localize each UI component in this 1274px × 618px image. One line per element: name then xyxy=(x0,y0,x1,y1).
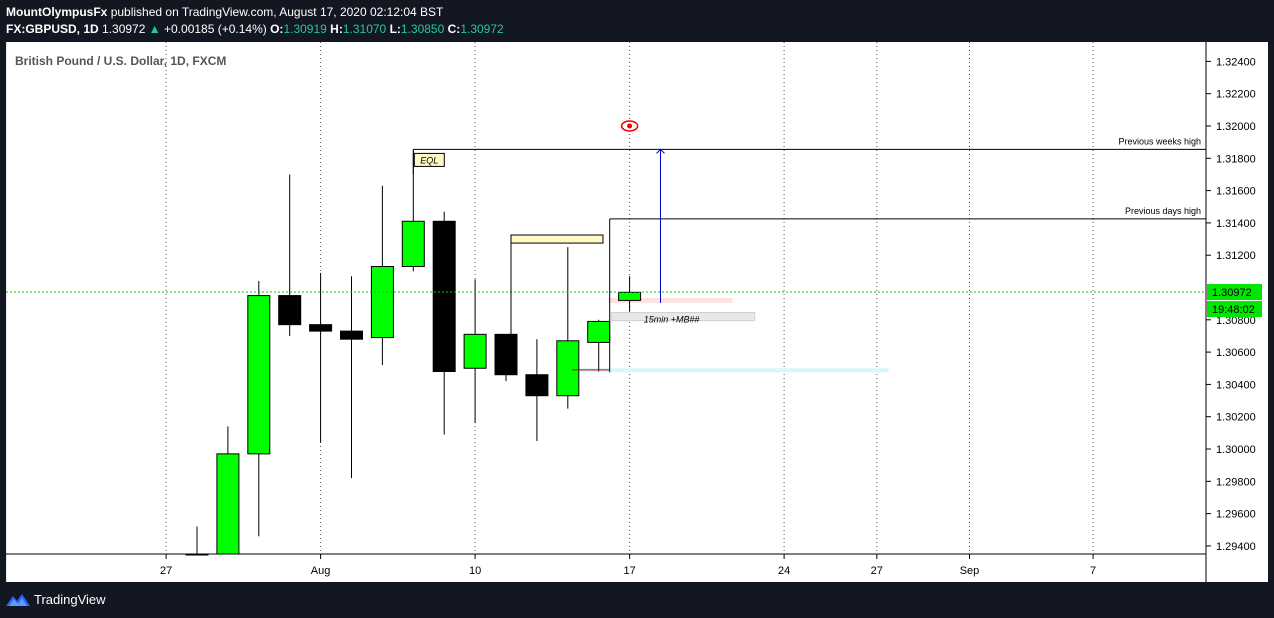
eye-icon-pupil xyxy=(627,123,633,129)
candle xyxy=(278,174,302,336)
candle-body-down xyxy=(278,295,302,326)
low-label: L: xyxy=(389,22,401,36)
price-axis[interactable]: 1.32400 1.32200 1.32000 1.31800 1.31600 1.314… xyxy=(1206,56,1262,553)
y-tick-label: 1.30200 xyxy=(1216,412,1256,424)
current-price-badge: 1.30972 xyxy=(1207,284,1262,301)
y-tick-label: 1.30000 xyxy=(1216,444,1256,456)
close-value: 1.30972 xyxy=(460,22,504,36)
candle-body-up xyxy=(587,320,611,343)
tradingview-logo[interactable]: TradingView xyxy=(6,592,106,607)
candle xyxy=(432,211,456,435)
candle xyxy=(494,333,518,382)
candle xyxy=(370,185,394,366)
candle-body-up xyxy=(463,333,487,369)
high-label: H: xyxy=(330,22,343,36)
y-tick-label: 1.32000 xyxy=(1216,121,1256,133)
y-tick-label: 1.30400 xyxy=(1216,379,1256,391)
change-up-icon: ▲ xyxy=(148,22,161,36)
candle xyxy=(587,319,611,372)
y-tick-label: 1.32200 xyxy=(1216,89,1256,101)
open-label: O: xyxy=(270,22,284,36)
candle-body-up xyxy=(556,340,580,397)
y-tick-label: 1.30800 xyxy=(1216,315,1256,327)
open-value: 1.30919 xyxy=(283,22,327,36)
footer: TradingView xyxy=(0,582,1274,618)
countdown-badge-label: 19:48:02 xyxy=(1212,304,1255,316)
current-price-badge-label: 1.30972 xyxy=(1212,287,1252,299)
last-price: 1.30972 xyxy=(102,22,146,36)
mb-label: 15min +MB## xyxy=(644,315,701,325)
symbol-info: FX:GBPUSD, 1D 1.30972 ▲ +0.00185 (+0.14%… xyxy=(6,22,504,36)
chart-title: British Pound / U.S. Dollar, 1D, FXCM xyxy=(15,54,226,68)
resistance-zone xyxy=(608,298,733,303)
countdown-badge: 19:48:02 xyxy=(1207,301,1262,318)
candle-body-down xyxy=(340,330,363,340)
candle-body-up xyxy=(370,266,394,339)
x-tick-label: 24 xyxy=(778,565,790,577)
time-axis[interactable]: 27 Aug 10 17 24 27 Sep 7 xyxy=(160,554,1096,577)
candle-body-up xyxy=(185,553,209,556)
candle xyxy=(309,272,333,443)
candle xyxy=(340,276,363,479)
x-tick-label: 27 xyxy=(160,565,172,577)
y-tick-label: 1.31200 xyxy=(1216,250,1256,262)
y-tick-label: 1.29800 xyxy=(1216,476,1256,488)
candle-body-up xyxy=(401,220,425,268)
y-tick-label: 1.29600 xyxy=(1216,509,1256,521)
overlays-layer: Previous weeks high Previous days high EQL… xyxy=(6,120,1206,374)
symbol-label: FX:GBPUSD, 1D xyxy=(6,22,99,36)
y-tick-label: 1.29400 xyxy=(1216,541,1256,553)
x-tick-label: 10 xyxy=(469,565,481,577)
y-tick-label: 1.30600 xyxy=(1216,347,1256,359)
candle-body-up xyxy=(247,295,271,455)
x-tick-label: 17 xyxy=(623,565,635,577)
projection-arrow-head xyxy=(656,148,665,154)
candle-body-down xyxy=(309,324,333,332)
eql-label: EQL xyxy=(420,155,438,165)
x-tick-label: Sep xyxy=(960,565,980,577)
y-tick-label: 1.31600 xyxy=(1216,186,1256,198)
close-label: C: xyxy=(447,22,461,36)
prev-day-high-label: Previous days high xyxy=(1125,206,1201,216)
eql-zone xyxy=(510,234,604,244)
publish-info: MountOlympusFx published on TradingView.… xyxy=(6,5,443,19)
candlestick-chart[interactable]: Previous weeks high Previous days high EQL… xyxy=(5,42,1268,582)
candle-body-up xyxy=(618,291,642,301)
y-tick-label: 1.31800 xyxy=(1216,153,1256,165)
candle xyxy=(618,276,642,312)
support-zone xyxy=(578,368,889,373)
chart-panel[interactable]: Previous weeks high Previous days high EQL… xyxy=(5,42,1268,582)
prev-week-high-label: Previous weeks high xyxy=(1118,136,1201,146)
low-value: 1.30850 xyxy=(400,22,445,36)
candle xyxy=(216,426,240,555)
price-change: +0.00185 (+0.14%) xyxy=(164,22,267,36)
x-tick-label: 7 xyxy=(1090,565,1096,577)
current-price-badge-bg xyxy=(1207,284,1262,301)
x-tick-label: Aug xyxy=(311,565,331,577)
eql-label-box xyxy=(413,152,445,167)
candle-body-down xyxy=(432,220,456,372)
mb-box xyxy=(611,312,756,322)
high-value: 1.31070 xyxy=(342,22,387,36)
candle-body-down xyxy=(494,333,518,376)
published-text: published on TradingView.com, August 17,… xyxy=(110,5,444,19)
tradingview-logo-icon xyxy=(6,593,30,606)
candle xyxy=(556,247,580,409)
candle xyxy=(463,279,487,424)
publish-header: MountOlympusFx published on TradingView.… xyxy=(0,0,1274,42)
candle-body-down xyxy=(525,374,549,397)
brand-name: TradingView xyxy=(34,592,106,607)
candle xyxy=(247,281,271,537)
y-tick-label: 1.32400 xyxy=(1216,56,1256,68)
candle xyxy=(185,526,209,556)
eye-icon xyxy=(620,120,639,132)
countdown-badge-bg xyxy=(1207,301,1262,318)
x-tick-label: 27 xyxy=(871,565,883,577)
author-name[interactable]: MountOlympusFx xyxy=(6,5,108,19)
y-tick-label: 1.31400 xyxy=(1216,218,1256,230)
candle-body-up xyxy=(216,453,240,555)
candle xyxy=(525,339,549,441)
candles-layer xyxy=(185,150,642,556)
